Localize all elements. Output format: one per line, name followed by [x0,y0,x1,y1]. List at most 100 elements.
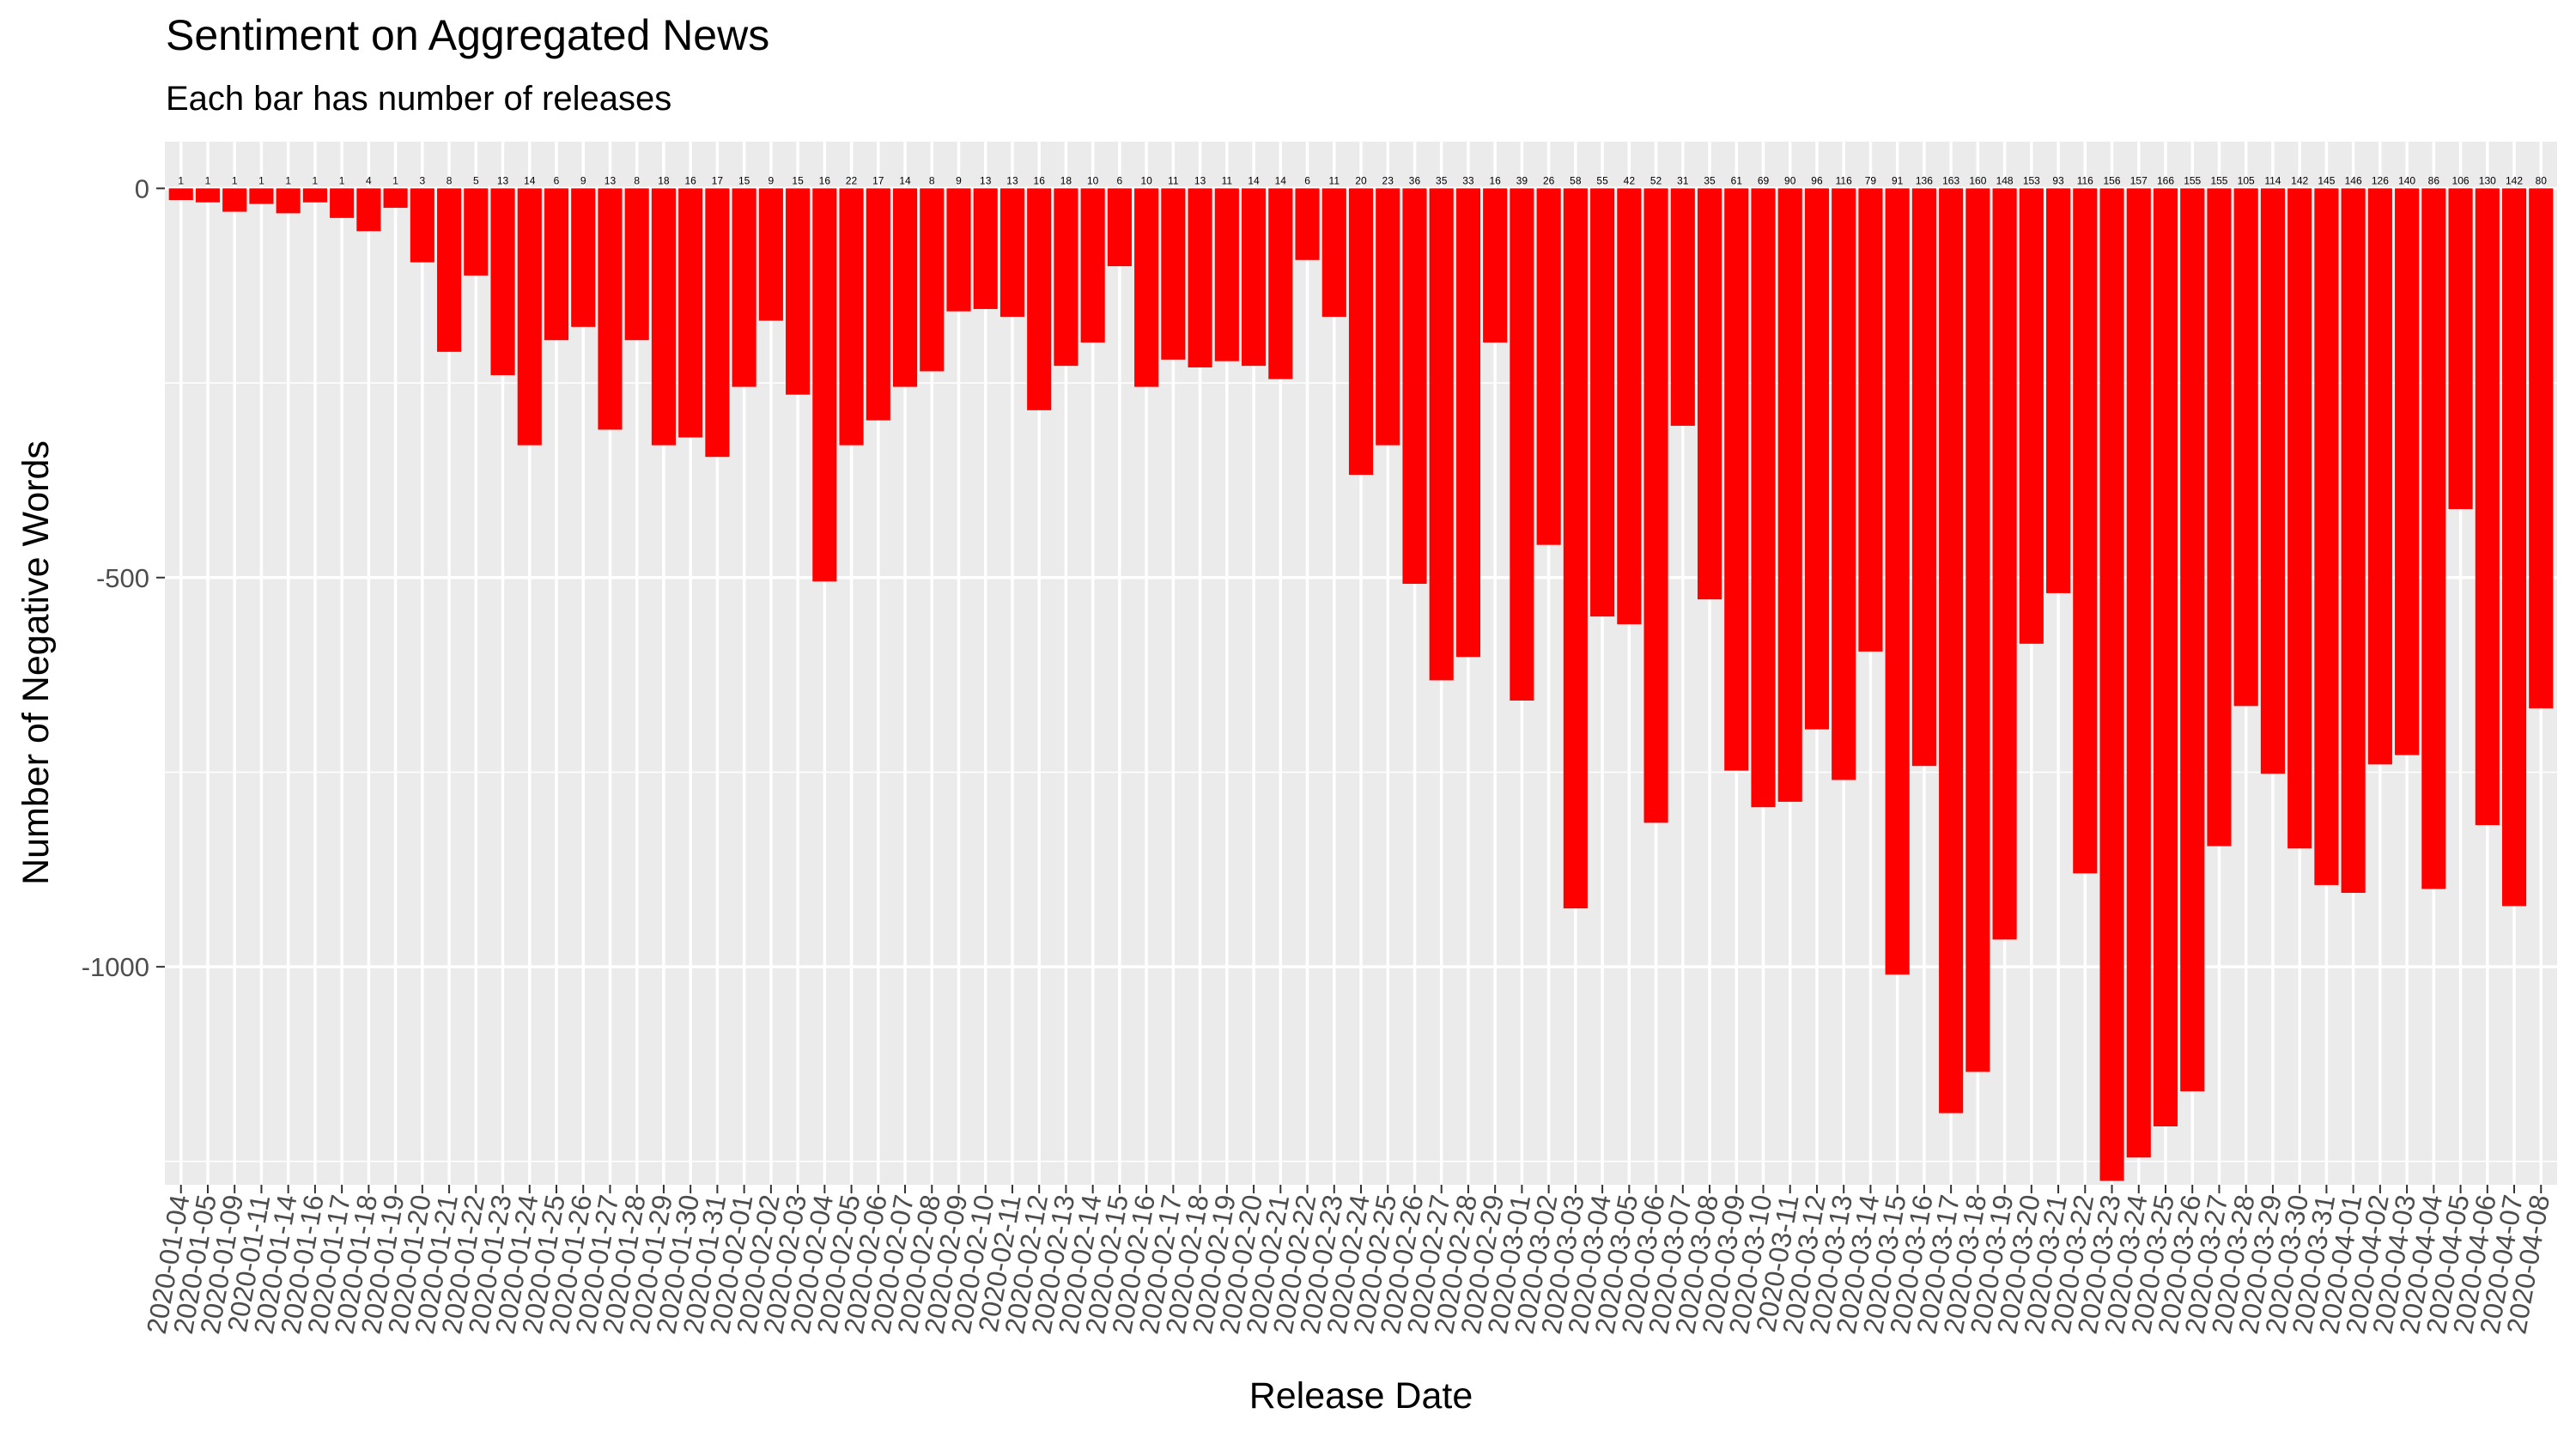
bar-data-label: 142 [2291,174,2308,186]
bar-data-label: 14 [1275,174,1287,186]
bar-data-label: 13 [497,174,509,186]
bar [2153,188,2178,1126]
bar [1697,188,1722,600]
bar [2448,188,2473,509]
bar [383,188,408,209]
bar-data-label: 17 [872,174,884,186]
bar-data-label: 90 [1784,174,1796,186]
bar-data-label: 145 [2318,174,2335,186]
bar-data-label: 116 [2077,174,2093,186]
bar-data-label: 58 [1570,174,1582,186]
bar [2073,188,2098,874]
bar-data-label: 8 [634,174,640,186]
bar [1804,188,1830,730]
bar [598,188,623,430]
bar [1992,188,2017,940]
bar [1027,188,1052,410]
bar [1080,188,1105,343]
bar-data-label: 33 [1462,174,1474,186]
bar [1858,188,1883,652]
y-axis: 0 -500 -1000 [82,173,165,982]
bar-data-label: 13 [1194,174,1206,186]
bar-data-label: 31 [1677,174,1689,186]
bar [410,188,434,263]
bar-data-label: 10 [1140,174,1152,186]
bar-data-label: 106 [2452,174,2470,186]
bar [1295,188,1320,260]
bar-data-label: 11 [1222,174,1233,186]
bar [758,188,783,321]
bar [624,188,649,341]
bar-data-label: 8 [447,174,453,186]
bar-data-label: 16 [819,174,831,186]
bar [168,188,193,201]
bar-data-label: 22 [846,174,858,186]
bar [866,188,890,421]
bar [2260,188,2285,774]
bar-data-label: 1 [313,174,319,186]
bar [1455,188,1480,658]
bar-data-label: 156 [2104,174,2121,186]
bar [464,188,489,276]
bar-data-label: 26 [1543,174,1555,186]
bar-data-label: 61 [1731,174,1743,186]
y-tick-label: -500 [96,563,149,593]
bar [1724,188,1749,771]
bar-data-label: 1 [178,174,184,186]
bar [1885,188,1910,975]
bar-data-label: 126 [2372,174,2389,186]
bar [1429,188,1454,681]
bar [1670,188,1695,426]
bar-data-label: 1 [258,174,264,186]
bar-data-label: 80 [2536,174,2548,186]
bar-data-label: 35 [1436,174,1448,186]
bar [1483,188,1508,343]
bar-data-label: 1 [205,174,211,186]
bar [1911,188,1936,767]
bar [1563,188,1588,909]
bar-data-label: 9 [769,174,775,186]
bar [330,188,355,218]
bar [249,188,274,204]
bar-data-label: 1 [339,174,345,186]
bar [1242,188,1267,367]
bar [892,188,918,387]
x-axis-title: Release Date [1249,1375,1473,1417]
bar [1214,188,1239,361]
bar [490,188,515,376]
bar-data-label: 155 [2184,174,2201,186]
bar-data-label: 13 [980,174,992,186]
bar-data-label: 6 [1117,174,1123,186]
bar [786,188,811,395]
bar-data-label: 136 [1916,174,1933,186]
bar [999,188,1025,318]
bar [1643,188,1668,823]
bar [705,188,730,458]
bar [2126,188,2151,1158]
bar [1348,188,1374,476]
bar-data-label: 9 [956,174,962,186]
bar [1054,188,1078,367]
bar-data-label: 114 [2264,174,2281,186]
bar [1321,188,1346,318]
bars [168,188,2554,1181]
bar [2341,188,2366,893]
bar-data-label: 14 [524,174,536,186]
chart-subtitle: Each bar has number of releases [166,80,671,118]
bar [651,188,676,446]
bar [517,188,542,446]
bar-data-label: 16 [1034,174,1046,186]
bar-data-label: 166 [2157,174,2174,186]
bar [1939,188,1964,1113]
bar [2314,188,2339,885]
bar-data-label: 3 [419,174,425,186]
bar-data-label: 55 [1596,174,1608,186]
chart-title: Sentiment on Aggregated News [166,11,769,59]
bar [678,188,703,438]
bar-data-label: 20 [1355,174,1367,186]
bar-data-label: 1 [232,174,238,186]
bar-data-label: 1 [285,174,291,186]
bar [1161,188,1186,360]
bar-data-label: 96 [1811,174,1823,186]
